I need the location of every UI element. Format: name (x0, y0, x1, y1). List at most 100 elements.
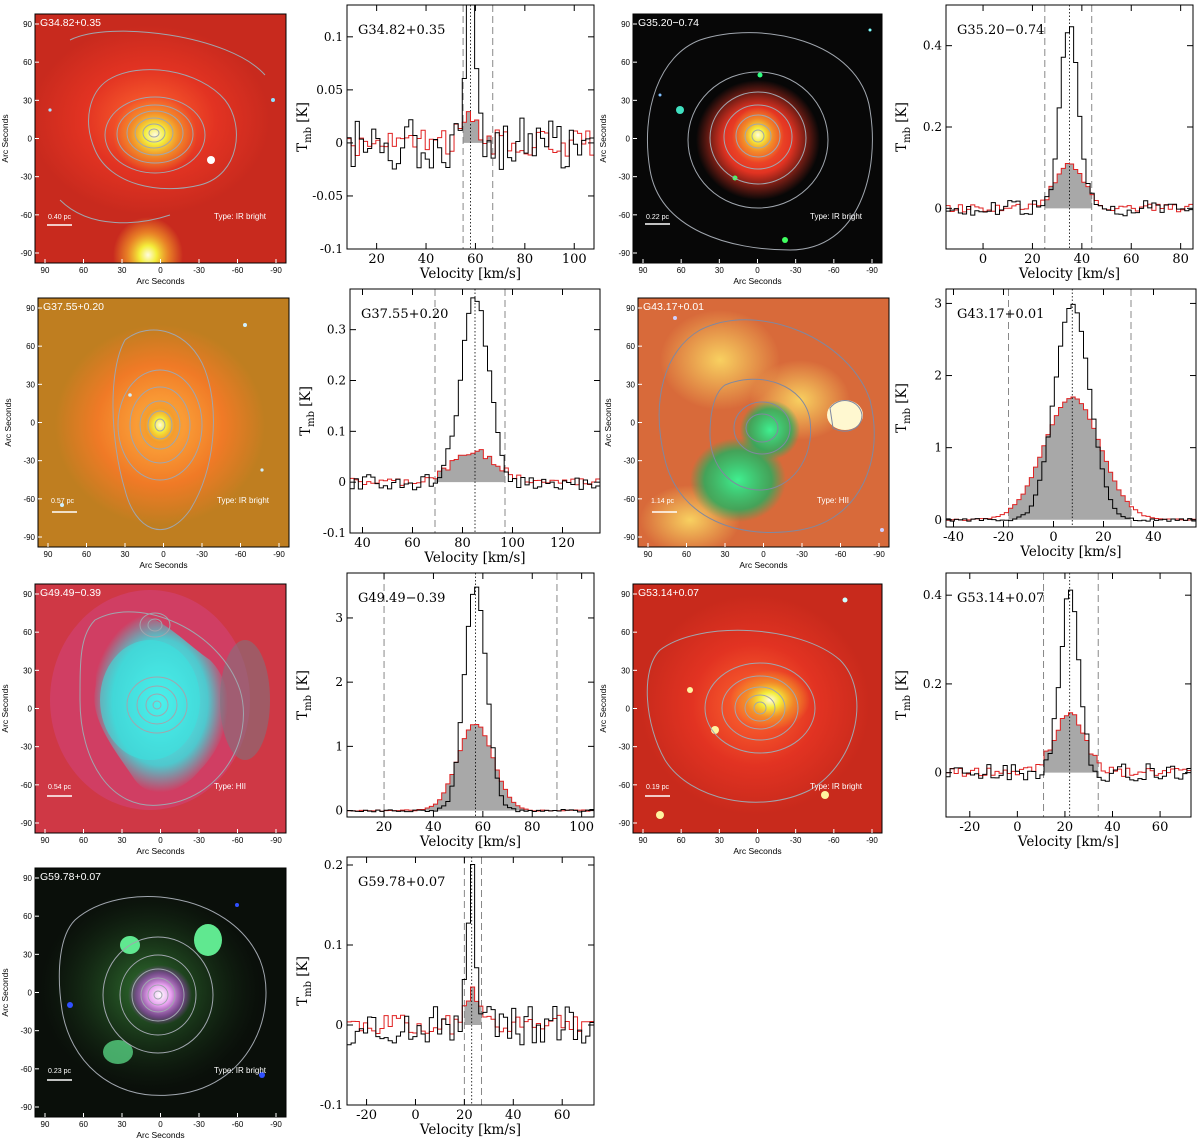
y-tick-label: -60 (20, 1065, 32, 1074)
y-tick-label: -90 (20, 249, 32, 258)
y-axis-label-main: T (298, 427, 314, 436)
y-tick-label: 90 (626, 304, 635, 313)
y-tick-label: 3 (934, 296, 942, 310)
x-axis-label: Velocity [km/s] (1019, 544, 1121, 560)
scale-label: 0.54 pc (48, 784, 71, 791)
y-tick-label: -0.1 (320, 242, 343, 256)
x-tick-label: 60 (79, 266, 88, 275)
image-panel-g53 (632, 583, 883, 834)
x-tick-label: 80 (454, 536, 471, 551)
x-tick-label: -30 (193, 836, 205, 845)
y-tick-label: 0.1 (324, 30, 343, 44)
y-axis-label-main: T (894, 711, 910, 720)
y-axis-label-unit: [K] (298, 386, 314, 411)
type-label: Type: IR bright (810, 212, 863, 221)
y-tick-label: 0.1 (327, 424, 346, 438)
x-tick-label: 40 (505, 1108, 522, 1123)
x-tick-label: 0 (755, 836, 760, 845)
type-label: Type: IR bright (214, 212, 267, 221)
contour-set (58, 896, 267, 1096)
image-panel-g59 (34, 867, 287, 1118)
x-tick-label: 0 (158, 836, 163, 845)
contour-set (59, 30, 266, 224)
spectrum-source-label: G34.82+0.35 (358, 23, 445, 38)
x-tick-label: -60 (232, 266, 244, 275)
star-marker (687, 687, 693, 693)
bright-region (660, 310, 780, 410)
scale-label: 1.14 pc (651, 498, 674, 505)
spectrum-source-label: G43.17+0.01 (957, 307, 1044, 322)
y-axis-label-main: T (295, 143, 311, 152)
x-tick-label: 0 (979, 252, 987, 267)
y-tick-label: 30 (26, 380, 35, 389)
x-tick-label: -20 (959, 820, 980, 835)
contour-set (79, 611, 244, 806)
spectrum-panel: 20 40 60 80 100 -0.1 -0.05 0 0.05 0.1 G34.82+0.35 V… (295, 4, 595, 282)
x-tick-label: -20 (356, 1108, 377, 1123)
y-axis-label-unit: [K] (295, 670, 311, 695)
y-tick-label: -0.1 (323, 526, 346, 540)
x-tick-label: -90 (273, 550, 285, 559)
contour-set (646, 629, 858, 803)
y-axis-label-sub: mb (303, 695, 314, 711)
x-tick-label: 60 (1123, 252, 1140, 267)
y-tick-label: 90 (23, 590, 32, 599)
y-tick-label: 90 (621, 590, 630, 599)
x-tick-label: -90 (270, 266, 282, 275)
y-tick-label: 30 (23, 96, 32, 105)
source-name: G53.14+0.07 (638, 587, 699, 599)
y-tick-label: -60 (618, 781, 630, 790)
black-series-line (946, 589, 1191, 782)
y-tick-label: -90 (618, 819, 630, 828)
y-tick-label: -60 (623, 495, 635, 504)
red-series-line (347, 111, 594, 157)
star-marker (128, 393, 132, 397)
y-tick-label: 1 (335, 739, 343, 753)
x-tick-label: -90 (866, 836, 878, 845)
image-annotations: G34.82+0.35 0.40 pc Type: IR bright 90 90 60 6… (0, 17, 282, 286)
y-tick-label: 60 (23, 912, 32, 921)
y-axis-label-main: T (894, 424, 910, 433)
x-tick-label: 80 (524, 820, 541, 835)
plot-frame (346, 856, 595, 1106)
x-tick-label: 30 (715, 836, 724, 845)
y-tick-label: 0 (28, 989, 33, 998)
x-axis-label: Velocity [km/s] (1018, 266, 1120, 282)
x-tick-label: -30 (193, 1120, 205, 1129)
x-tick-label: -90 (270, 836, 282, 845)
y-tick-label: 90 (621, 20, 630, 29)
x-tick-label: 30 (721, 550, 730, 559)
y-tick-label: -60 (20, 781, 32, 790)
plot-frame (346, 4, 595, 250)
image-annotations: G43.17+0.01 1.14 pc Type: HII 90 90 60 60 30 30 0… (603, 301, 885, 570)
y-tick-label: 1 (934, 441, 942, 455)
y-tick-label: -90 (618, 249, 630, 258)
x-tick-label: 20 (456, 1108, 473, 1123)
plot-frame (945, 572, 1192, 818)
x-tick-label: 30 (118, 266, 127, 275)
y-axis-label: Tmb [K] (894, 102, 913, 152)
spectrum-source-label: G37.55+0.20 (361, 307, 448, 322)
scale-label: 0.22 pc (646, 214, 669, 221)
y-axis-label-main: T (295, 997, 311, 1006)
star-marker (868, 28, 872, 32)
y-axis-label: Tmb [K] (295, 102, 314, 152)
y-tick-label: 90 (23, 20, 32, 29)
y-tick-label: 0 (28, 705, 33, 714)
x-tick-label: 80 (517, 252, 534, 267)
star-marker (658, 93, 662, 97)
x-tick-label: 20 (376, 820, 393, 835)
y-tick-label: 0 (626, 135, 631, 144)
y-tick-label: 0 (335, 136, 343, 150)
contour-set (658, 319, 875, 533)
star-marker (243, 323, 247, 327)
y-axis-label-sub: mb (902, 127, 913, 143)
star-marker (60, 503, 64, 507)
scale-label: 0.40 pc (48, 214, 71, 221)
scale-label: 0.57 pc (51, 498, 74, 505)
x-tick-label: 90 (41, 266, 50, 275)
image-annotations: G35.20−0.74 0.22 pc Type: IR bright 90 90 60 6… (598, 17, 878, 286)
x-tick-label: 60 (475, 820, 492, 835)
x-tick-label: 0 (158, 1120, 163, 1129)
y-tick-label: -30 (623, 457, 635, 466)
